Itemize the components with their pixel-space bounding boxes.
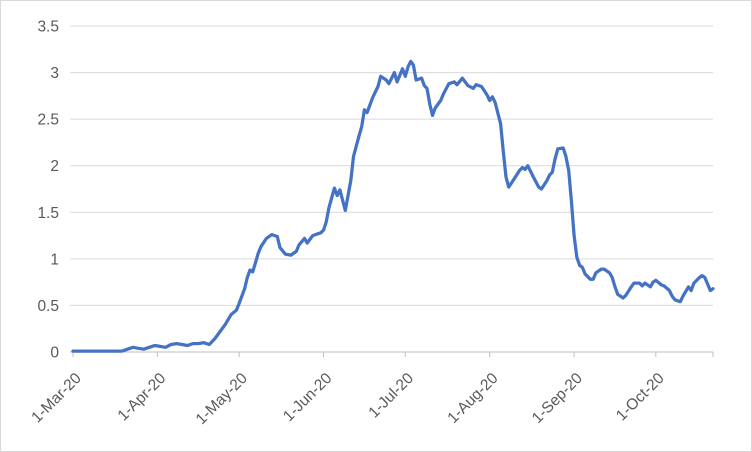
data-series-line bbox=[71, 59, 715, 353]
y-axis-tick-label: 3.5 bbox=[37, 19, 59, 36]
x-axis-tick-label: 1-Apr-20 bbox=[115, 370, 170, 425]
y-axis-tick-label: 1.5 bbox=[37, 205, 59, 222]
y-axis-tick-label: 1 bbox=[50, 251, 59, 268]
x-axis-tick-label: 1-Jun-20 bbox=[280, 370, 336, 426]
y-axis-tick-label: 0 bbox=[50, 345, 59, 362]
x-axis-tick-label: 1-Aug-20 bbox=[444, 370, 501, 427]
y-axis-tick-label: 3 bbox=[50, 65, 59, 82]
x-axis-tick-label: 1-May-20 bbox=[193, 370, 252, 429]
y-axis-tick-label: 0.5 bbox=[37, 298, 59, 315]
x-axis-tick-label: 1-Sep-20 bbox=[529, 370, 586, 427]
y-axis-tick-label: 2 bbox=[50, 158, 59, 175]
x-axis-tick-label: 1-Jul-20 bbox=[365, 370, 417, 422]
y-axis-tick-label: 2.5 bbox=[37, 112, 59, 129]
x-axis-tick-label: 1-Oct-20 bbox=[613, 370, 668, 425]
x-axis-tick-label: 1-Mar-20 bbox=[28, 370, 85, 427]
